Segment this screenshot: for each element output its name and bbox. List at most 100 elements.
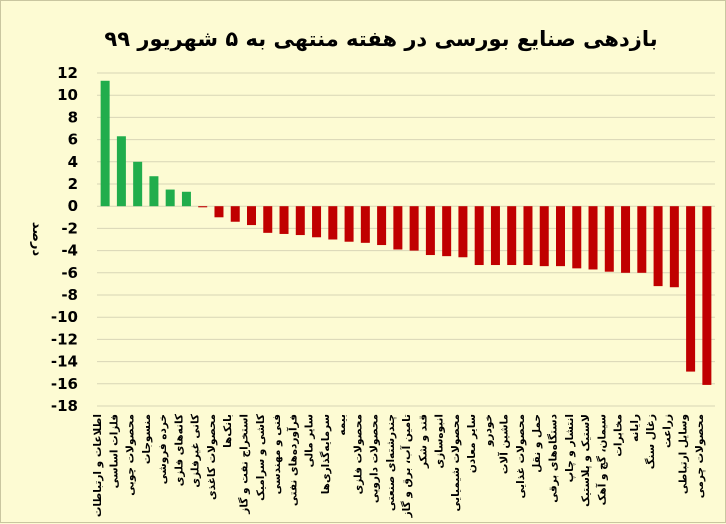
y-tick-label: 2 [68, 175, 78, 193]
x-tick-label: تامین آب، برق و گاز [400, 414, 413, 518]
x-tick-label: دستگاه‌های برقی [547, 413, 560, 502]
bar [507, 206, 517, 266]
x-tick-label: وسایل ارتباطی [678, 414, 690, 494]
y-tick-label: 10 [57, 86, 78, 104]
y-tick-label: -16 [51, 375, 78, 393]
x-tick-label: محصولات فلزی [352, 414, 364, 494]
x-tick-label: سایر مالی [304, 414, 316, 467]
bar [312, 206, 322, 238]
x-tick-label: لاستیک و پلاستیک [580, 414, 592, 507]
bar [425, 206, 435, 256]
bar [539, 206, 549, 267]
chart-title: بازدهی صنایع بورسی در هفته منتهی به ۵ شه… [104, 27, 657, 51]
bar [653, 206, 663, 287]
x-tick-label: انبوه‌سازی [434, 414, 446, 469]
bar [133, 161, 143, 207]
bar [490, 206, 500, 266]
x-tick-label: محصولات چوبی [125, 414, 137, 496]
x-tick-label: مخابرات [613, 414, 625, 457]
y-tick-label: -10 [51, 308, 78, 326]
x-tick-label: قند و شکر [417, 414, 429, 469]
bar [458, 206, 468, 258]
x-tick-label: بیمه [336, 414, 348, 436]
x-axis-category-labels: اطلاعات و ارتباطات فلزات اساسی محصولات چوب… [92, 413, 706, 518]
bar [149, 176, 159, 207]
x-tick-label: فرآورده‌های نفتی [286, 414, 299, 506]
x-tick-label: محصولات کاغذی [206, 414, 218, 500]
bar [116, 136, 126, 207]
x-tick-label: حمل و نقل [531, 414, 543, 473]
x-tick-label: خرده فروشی [157, 414, 169, 484]
bar [295, 206, 305, 236]
x-tick-label: زراعت [661, 414, 673, 448]
y-tick-label: -8 [61, 286, 78, 304]
x-tick-label: محصولات غذایی [515, 414, 527, 498]
bars [100, 80, 712, 385]
x-tick-label: کانه‌های فلزی [173, 413, 185, 486]
bar [523, 206, 533, 266]
y-tick-label: -2 [61, 219, 78, 237]
x-tick-label: خودرو [482, 414, 494, 447]
bar [279, 206, 289, 234]
x-tick-label: اطلاعات و ارتباطات [92, 414, 104, 517]
x-tick-label: استخراج نفت و گاز [238, 414, 251, 515]
x-tick-label: سایر معادن [466, 414, 478, 473]
x-tick-label: چندرشته‌ای صنعتی [385, 414, 397, 511]
x-tick-label: منسوجات [141, 414, 153, 464]
bar [230, 206, 240, 222]
bar [588, 206, 598, 270]
y-tick-label: -6 [61, 264, 78, 282]
bar [604, 206, 614, 272]
y-tick-label: -14 [51, 353, 78, 371]
bar [360, 206, 370, 243]
gridlines [97, 72, 715, 407]
y-tick-label: 4 [68, 153, 78, 171]
x-tick-label: محصولات شیمیایی [450, 414, 462, 511]
bar [328, 206, 338, 240]
bar [556, 206, 565, 267]
bar [442, 206, 452, 257]
x-tick-label: سیمان، گچ و آهک [595, 414, 608, 505]
x-tick-label: بانک‌ها [222, 414, 234, 448]
bar [572, 206, 582, 269]
bar [247, 206, 256, 226]
bar [165, 189, 175, 207]
y-tick-label: 0 [68, 197, 78, 215]
bar [263, 206, 273, 233]
x-tick-label: سرمایه‌گذاری‌ها [319, 414, 332, 494]
bar [181, 191, 191, 207]
bar [669, 206, 679, 288]
bar [393, 206, 403, 250]
bar [686, 206, 696, 372]
x-tick-label: فنی و مهندسی [271, 414, 283, 494]
y-tick-label: 6 [68, 131, 78, 149]
bar [100, 80, 110, 207]
bar [198, 206, 208, 208]
bar [214, 206, 224, 218]
bar [344, 206, 354, 242]
bar [702, 206, 712, 385]
x-tick-label: محصولات دارویی [369, 414, 381, 503]
bar [621, 206, 631, 273]
x-tick-label: انتشار و چاپ [564, 414, 576, 482]
y-tick-label: -12 [51, 330, 78, 348]
x-tick-label: ماشین آلات [498, 414, 511, 474]
y-tick-label: 8 [68, 108, 78, 126]
x-tick-label: رایانه [629, 414, 641, 442]
y-tick-label: -18 [51, 397, 78, 415]
x-tick-label: زغال سنگ [644, 414, 657, 469]
y-tick-label: 12 [57, 64, 78, 82]
bar [474, 206, 484, 266]
y-axis-ticks: 12 10 8 6 4 2 0 -2 -4 -6 -8 -10 -12 -14 -16 -18 [51, 64, 78, 415]
bar [637, 206, 647, 273]
x-tick-label: کاشی و سرامیک [255, 413, 267, 501]
y-tick-label: -4 [61, 242, 78, 260]
bar [409, 206, 419, 251]
x-tick-label: کانی غیرفلزی [190, 413, 202, 487]
bar [377, 206, 387, 246]
y-axis-label: درصد [29, 222, 44, 257]
x-tick-label: فلزات اساسی [108, 414, 120, 488]
x-tick-label: محصولات چرمی [694, 414, 706, 498]
